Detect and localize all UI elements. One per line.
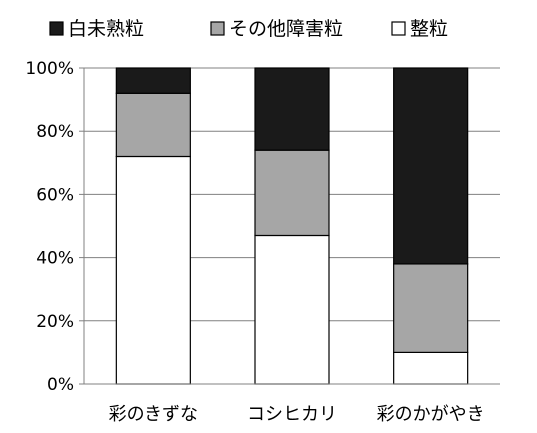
bar-segment: [254, 149, 330, 237]
legend-swatch: [49, 21, 64, 36]
legend-swatch: [210, 21, 225, 36]
bar-segment: [393, 351, 469, 385]
y-tick-label: 40%: [36, 249, 74, 269]
legend: 白未熟粒 その他障害粒 整粒: [49, 18, 448, 40]
bar-segment: [115, 92, 191, 158]
x-category-label: 彩のきずな: [109, 404, 198, 425]
bar-segment: [115, 155, 191, 385]
bar-segment: [254, 234, 330, 385]
bar-segment: [393, 67, 469, 265]
bar-segment: [115, 67, 191, 94]
x-axis-labels: 彩のきずな コシヒカリ 彩のかがやき: [109, 404, 485, 425]
y-tick-label: 100%: [25, 59, 74, 79]
y-tick-label: 20%: [36, 312, 74, 332]
legend-label: その他障害粒: [229, 18, 343, 40]
y-tick-label: 60%: [36, 185, 74, 205]
y-axis-ticks: 0% 20% 40% 60% 80% 100%: [25, 59, 84, 395]
y-tick-label: 0%: [47, 375, 74, 395]
legend-label: 整粒: [410, 18, 448, 40]
axes: [83, 68, 500, 385]
bar-segment: [393, 263, 469, 354]
bars: [115, 67, 469, 385]
y-tick-label: 80%: [36, 122, 74, 142]
legend-swatch: [391, 21, 406, 36]
legend-label: 白未熟粒: [68, 18, 144, 40]
x-category-label: 彩のかがやき: [377, 404, 485, 425]
bar-segment: [254, 67, 330, 151]
x-category-label: コシヒカリ: [247, 404, 337, 425]
